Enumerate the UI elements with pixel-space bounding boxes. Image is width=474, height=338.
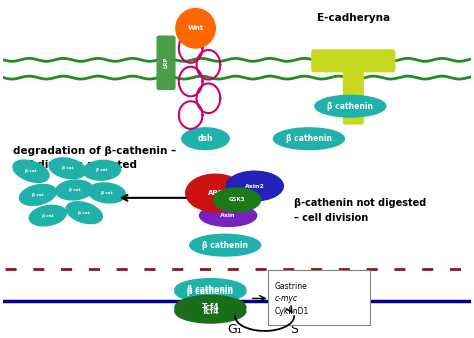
FancyBboxPatch shape [312,50,395,72]
Ellipse shape [226,171,283,201]
FancyBboxPatch shape [157,36,175,90]
Text: APC: APC [208,190,223,196]
Text: LRP: LRP [164,57,169,69]
Ellipse shape [213,188,261,212]
Ellipse shape [175,279,246,300]
Ellipse shape [200,205,257,226]
Text: degradation of β-cathenin –: degradation of β-cathenin – [13,146,176,155]
Text: β cat: β cat [69,188,80,192]
Ellipse shape [182,128,229,149]
Text: β cathenin: β cathenin [328,102,374,111]
FancyBboxPatch shape [344,66,363,124]
Ellipse shape [190,234,261,256]
Text: c-myc: c-myc [274,294,298,304]
Ellipse shape [88,183,126,203]
Ellipse shape [175,299,246,323]
Text: β cathenin: β cathenin [286,134,332,143]
Ellipse shape [12,161,49,182]
Ellipse shape [315,95,386,117]
Ellipse shape [175,295,246,319]
Text: β cat: β cat [62,166,73,170]
Text: G₁: G₁ [228,323,242,336]
Text: Axin: Axin [220,213,236,218]
Ellipse shape [49,158,86,179]
Text: E-cadheryna: E-cadheryna [317,14,390,23]
Ellipse shape [29,206,66,226]
Text: β cathenin: β cathenin [202,241,248,250]
Text: cell division arrested: cell division arrested [13,160,137,170]
Text: Tcf4: Tcf4 [201,303,219,312]
Text: Tcf4: Tcf4 [201,307,219,316]
Text: β cathenin: β cathenin [187,285,233,294]
Text: β cat: β cat [42,214,54,218]
Ellipse shape [83,160,120,181]
Ellipse shape [19,184,56,206]
Circle shape [176,8,215,48]
Text: β cathenin: β cathenin [187,287,233,296]
Text: Wnt: Wnt [188,25,204,31]
Text: β cat: β cat [96,168,108,172]
Text: dsh: dsh [198,134,213,143]
Text: GSK3: GSK3 [228,197,246,202]
Ellipse shape [175,281,246,302]
Text: β cat: β cat [78,211,90,215]
Ellipse shape [56,180,93,200]
Ellipse shape [186,174,245,212]
Text: β cat: β cat [25,169,37,173]
Text: β cat: β cat [32,193,44,197]
Text: CyklinD1: CyklinD1 [274,307,309,316]
Text: S: S [290,323,298,336]
Ellipse shape [65,202,103,223]
Text: – cell division: – cell division [294,213,368,222]
Ellipse shape [273,128,345,149]
Text: β cat: β cat [101,191,113,195]
Text: β-cathenin not digested: β-cathenin not digested [294,198,427,208]
Text: Axin2: Axin2 [245,184,264,189]
FancyBboxPatch shape [267,270,370,325]
Text: Gastrine: Gastrine [274,282,307,291]
